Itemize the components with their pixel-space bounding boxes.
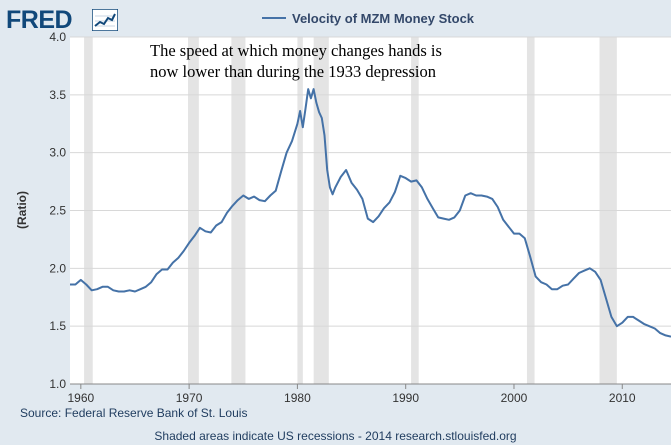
y-tick-label: 2.0 bbox=[49, 261, 66, 275]
y-tick-label: 1.0 bbox=[49, 377, 66, 391]
x-tick-label: 2010 bbox=[609, 391, 636, 405]
chart-legend[interactable]: Velocity of MZM Money Stock bbox=[262, 10, 474, 26]
x-tick-label: 1960 bbox=[67, 391, 94, 405]
gridlines bbox=[70, 36, 671, 385]
annotation-line-1: The speed at which money changes hands i… bbox=[150, 41, 442, 60]
legend-line-swatch bbox=[262, 17, 286, 19]
x-tick-label: 1970 bbox=[176, 391, 203, 405]
y-tick-label: 2.5 bbox=[49, 204, 66, 218]
y-tick-label: 4.0 bbox=[49, 30, 66, 44]
legend-label: Velocity of MZM Money Stock bbox=[292, 10, 475, 26]
x-tick-label: 2000 bbox=[501, 391, 528, 405]
y-axis-label: (Ratio) bbox=[15, 191, 29, 229]
y-tick-label: 3.5 bbox=[49, 88, 66, 102]
fred-sparkline-icon bbox=[92, 9, 118, 31]
x-tick-label: 1980 bbox=[284, 391, 311, 405]
series-layer bbox=[70, 88, 671, 338]
y-axis-ticks: 1.0 1.5 2.0 2.5 3.0 3.5 4.0 bbox=[49, 30, 66, 391]
recession-footnote[interactable]: Shaded areas indicate US recessions - 20… bbox=[154, 429, 517, 443]
annotation-line-2: now lower than during the 1933 depressio… bbox=[150, 62, 436, 81]
x-tick-label: 1990 bbox=[392, 391, 419, 405]
logo-text: FRED bbox=[6, 6, 73, 34]
source-note: Source: Federal Reserve Bank of St. Loui… bbox=[20, 406, 248, 420]
y-tick-label: 1.5 bbox=[49, 319, 66, 333]
chart-annotation: The speed at which money changes hands i… bbox=[150, 40, 540, 82]
y-tick-label: 3.0 bbox=[49, 146, 66, 160]
x-axis-ticks: 1960 1970 1980 1990 2000 2010 bbox=[67, 383, 671, 405]
series-line-0[interactable] bbox=[70, 88, 671, 338]
